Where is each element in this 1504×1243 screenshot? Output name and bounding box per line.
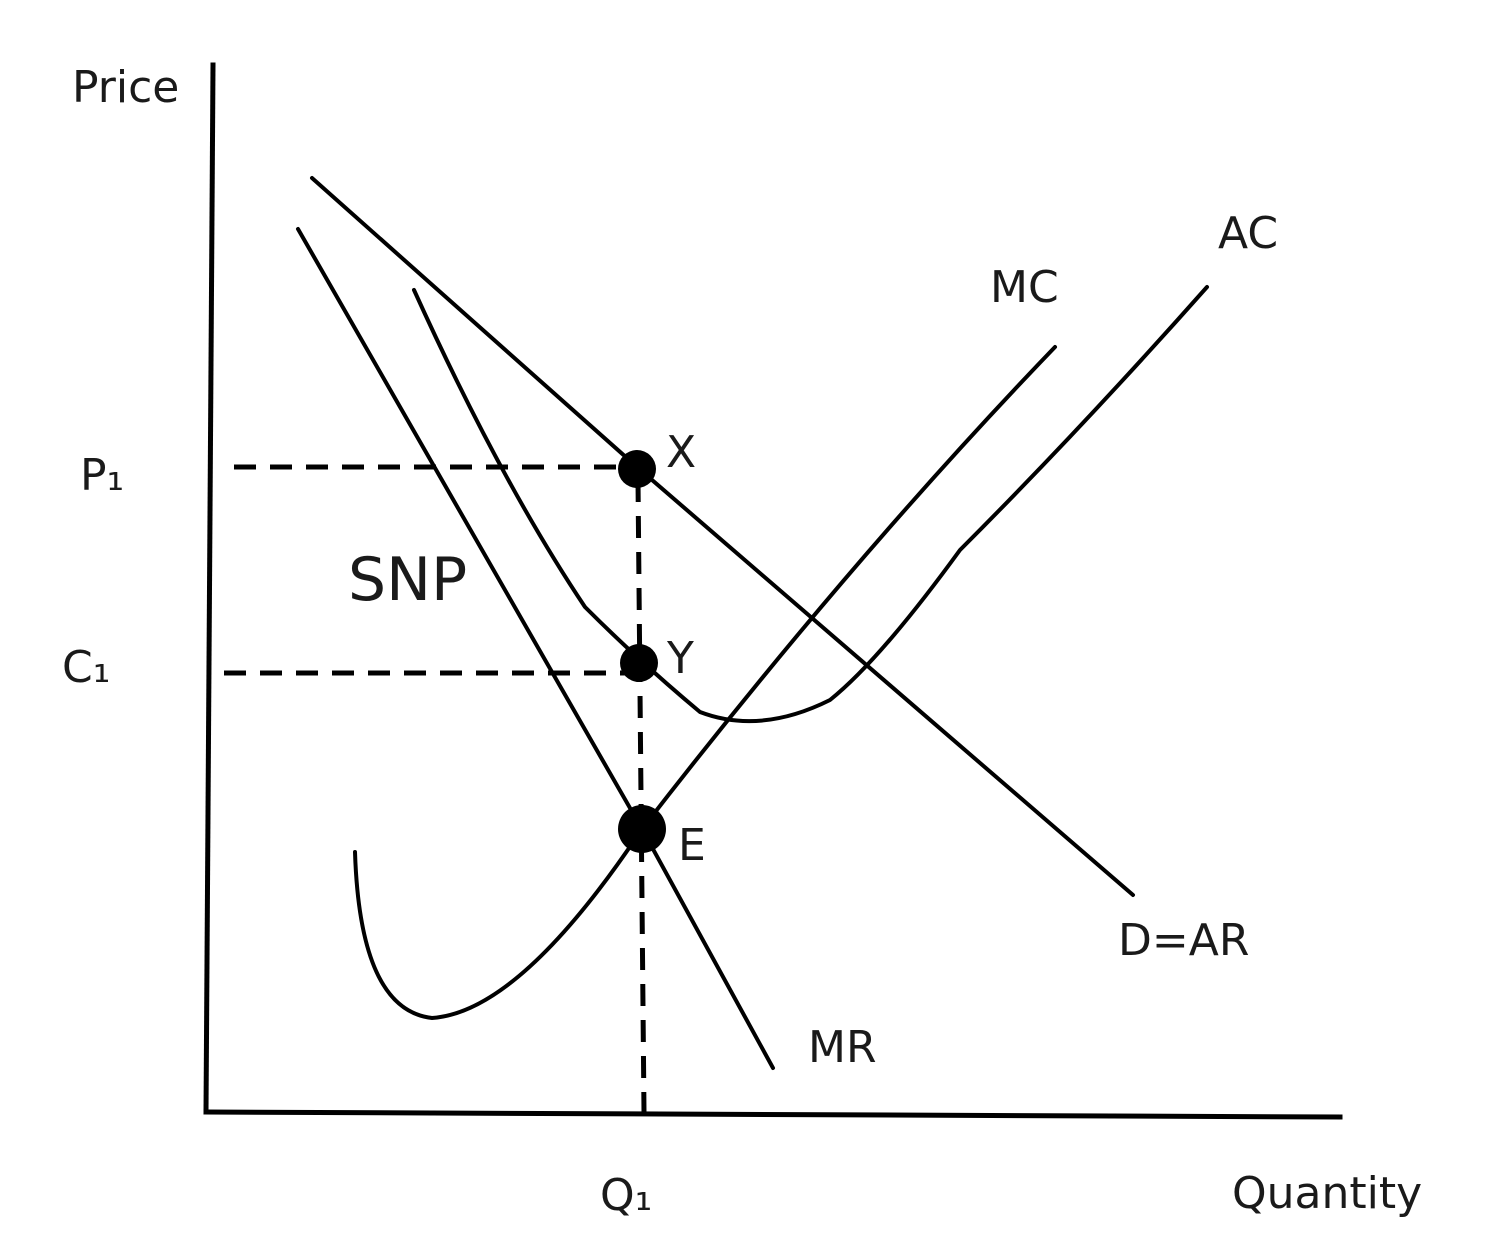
snp-label: SNP (348, 545, 467, 615)
y-axis (203, 62, 216, 1115)
mr-curve (296, 227, 775, 1070)
mc-label: MC (990, 262, 1059, 313)
p1-label: P₁ (80, 450, 124, 501)
y-axis-label: Price (72, 62, 179, 113)
point-x-label: X (666, 427, 696, 478)
point-e (618, 805, 666, 853)
x-axis-label: Quantity (1232, 1168, 1422, 1219)
point-e-label: E (678, 820, 706, 871)
point-y-label: Y (666, 633, 694, 684)
x-axis (203, 1109, 1343, 1120)
c1-label: C₁ (62, 642, 110, 693)
ac-curve (412, 285, 1209, 724)
mc-curve (353, 345, 1057, 1020)
point-x (618, 450, 656, 488)
demand-label: D=AR (1118, 915, 1249, 966)
q1-guide-line (635, 479, 647, 1113)
mr-label: MR (808, 1022, 877, 1073)
q1-label: Q₁ (600, 1170, 652, 1221)
ac-label: AC (1218, 208, 1278, 259)
point-y (620, 644, 658, 682)
